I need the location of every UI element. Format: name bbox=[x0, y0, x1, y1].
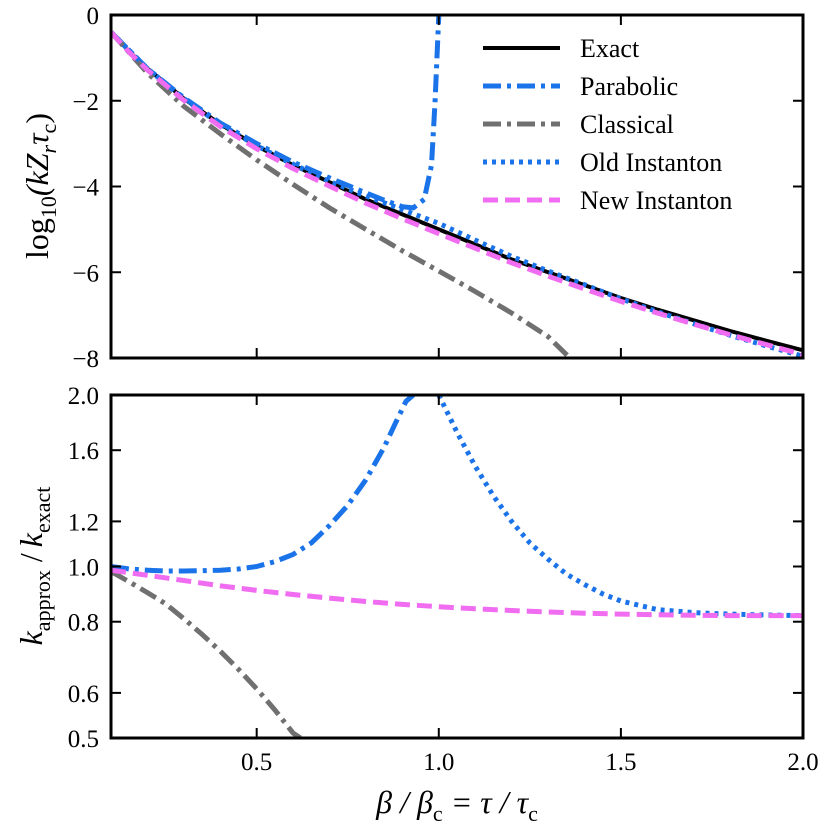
top-ylabel: log10(kZrτc) bbox=[19, 113, 61, 259]
bottom-ylabel-k1: k bbox=[13, 630, 49, 645]
bottom-ytick-label-2: 1.2 bbox=[68, 509, 99, 536]
top-ylabel-sub10: 10 bbox=[36, 196, 61, 218]
bottom-ytick-label-6: 0.5 bbox=[68, 726, 99, 753]
bottom-xlabel-sub-c1: c bbox=[433, 801, 443, 826]
top-series-group bbox=[111, 15, 803, 358]
bottom-axes-frame bbox=[109, 393, 805, 740]
bottom-ylabel-approx: approx bbox=[30, 570, 55, 631]
top-ytick-label-4: −8 bbox=[72, 346, 99, 373]
bottom-xlabel-beta: β / β bbox=[375, 784, 433, 820]
bottom-ytick-label-1: 1.6 bbox=[68, 438, 99, 465]
top-ytick-label-0: 0 bbox=[87, 3, 100, 30]
bottom-ticks-group: 2.0 1.6 1.2 1.0 0.8 0.6 0.5 0.5 1.0 1.5 2.0 bbox=[68, 383, 819, 776]
legend-label-new-instanton: New Instanton bbox=[580, 186, 732, 215]
bottom-xlabel-sub-c2: c bbox=[528, 801, 538, 826]
legend-label-parabolic: Parabolic bbox=[580, 72, 678, 101]
legend-label-old-instanton: Old Instanton bbox=[580, 148, 722, 177]
top-ylabel-log: log bbox=[19, 218, 55, 259]
bottom-xtick-label-2: 1.5 bbox=[605, 749, 636, 776]
legend: Exact Parabolic Classical Old Instanton … bbox=[483, 34, 732, 215]
bottom-series-classical bbox=[111, 569, 302, 738]
legend-label-classical: Classical bbox=[580, 110, 674, 139]
top-ylabel-close: ) bbox=[19, 113, 55, 124]
bottom-xlabel: β / βc = τ / τc bbox=[375, 784, 538, 826]
top-series-new-instanton bbox=[111, 30, 803, 358]
bottom-xtick-label-0: 0.5 bbox=[241, 749, 272, 776]
top-series-classical bbox=[111, 30, 572, 358]
bottom-series-group bbox=[111, 395, 803, 738]
bottom-series-old-instanton bbox=[436, 395, 803, 619]
bottom-ytick-label-0: 2.0 bbox=[68, 383, 99, 410]
bottom-xtick-label-1: 1.0 bbox=[423, 749, 454, 776]
legend-label-exact: Exact bbox=[580, 34, 640, 63]
bottom-panel: 2.01.61.21.00.80.60.50.5 1.0 1.5 2.0 kappro… bbox=[13, 383, 819, 826]
top-ytick-label-2: −4 bbox=[72, 175, 99, 202]
bottom-ylabel-exact: exact bbox=[30, 487, 55, 533]
top-ylabel-sub-c: c bbox=[36, 123, 61, 133]
bottom-ylabel-k2: k bbox=[13, 532, 49, 547]
bottom-ylabel-slash: / bbox=[13, 553, 49, 570]
bottom-ytick-label-3: 1.0 bbox=[68, 555, 99, 582]
bottom-ylabel: kapprox /kexact bbox=[13, 487, 55, 646]
top-panel: 0 −2 −4 −6 −8 log10(kZrτc) Exact Parabolic C… bbox=[19, 3, 805, 373]
bottom-ytick-label-5: 0.6 bbox=[68, 681, 99, 708]
top-ylabel-body: (kZ bbox=[19, 152, 55, 196]
bottom-series-parabolic bbox=[111, 395, 415, 574]
top-series-parabolic bbox=[111, 15, 442, 211]
top-ylabel-sub-r: r bbox=[36, 144, 61, 153]
top-ylabel-tau: τ bbox=[19, 132, 55, 145]
top-ytick-label-1: −2 bbox=[72, 89, 99, 116]
bottom-xtick-label-3: 2.0 bbox=[787, 749, 818, 776]
bottom-xlabel-tau: = τ / τ bbox=[443, 784, 530, 820]
bottom-ytick-label-4: 0.8 bbox=[68, 610, 99, 637]
bottom-series-new-instanton bbox=[111, 567, 803, 619]
top-ytick-label-3: −6 bbox=[72, 260, 99, 287]
top-axes-frame bbox=[109, 13, 805, 360]
